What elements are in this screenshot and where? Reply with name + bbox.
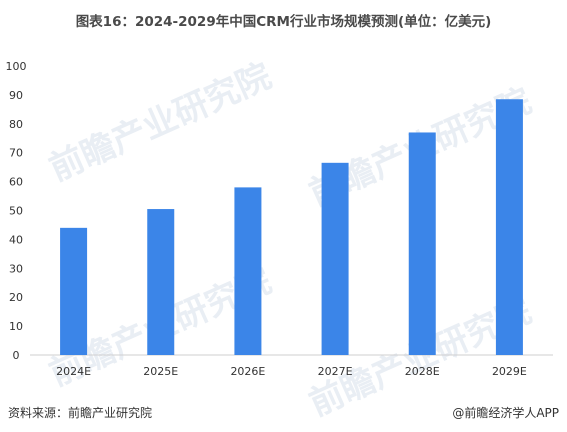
x-tick-label: 2027E [318, 365, 353, 378]
y-axis: 0 10 20 30 40 50 60 70 80 90 100 [6, 60, 27, 362]
source-note: 资料来源：前瞻产业研究院 [8, 406, 153, 420]
x-tick-label: 2024E [56, 365, 91, 378]
x-tick-label: 2028E [405, 365, 440, 378]
bar-2026E [234, 187, 262, 355]
y-tick-label: 20 [9, 291, 23, 304]
y-tick-label: 10 [9, 320, 23, 333]
credit-note: @前瞻经济学人APP [452, 406, 559, 420]
y-tick-label: 80 [9, 118, 23, 131]
bar-2027E [321, 162, 349, 355]
bar-2025E [147, 209, 175, 355]
bar-2024E [60, 227, 88, 355]
x-tick-label: 2029E [492, 365, 527, 378]
y-tick-label: 30 [9, 262, 23, 275]
x-axis: 2024E 2025E 2026E 2027E 2028E 2029E [30, 354, 553, 378]
y-tick-label: 70 [9, 147, 23, 160]
y-tick-label: 90 [9, 89, 23, 102]
y-tick-label: 0 [13, 349, 20, 362]
y-tick-label: 40 [9, 233, 23, 246]
chart-title: 图表16：2024-2029年中国CRM行业市场规模预测(单位：亿美元) [75, 14, 492, 30]
x-tick-label: 2026E [230, 365, 265, 378]
y-tick-label: 60 [9, 176, 23, 189]
bars [60, 99, 523, 355]
bar-2029E [495, 99, 523, 355]
y-tick-label: 50 [9, 205, 23, 218]
x-tick-label: 2025E [143, 365, 178, 378]
y-tick-label: 100 [6, 60, 27, 73]
bar-2028E [408, 132, 436, 355]
